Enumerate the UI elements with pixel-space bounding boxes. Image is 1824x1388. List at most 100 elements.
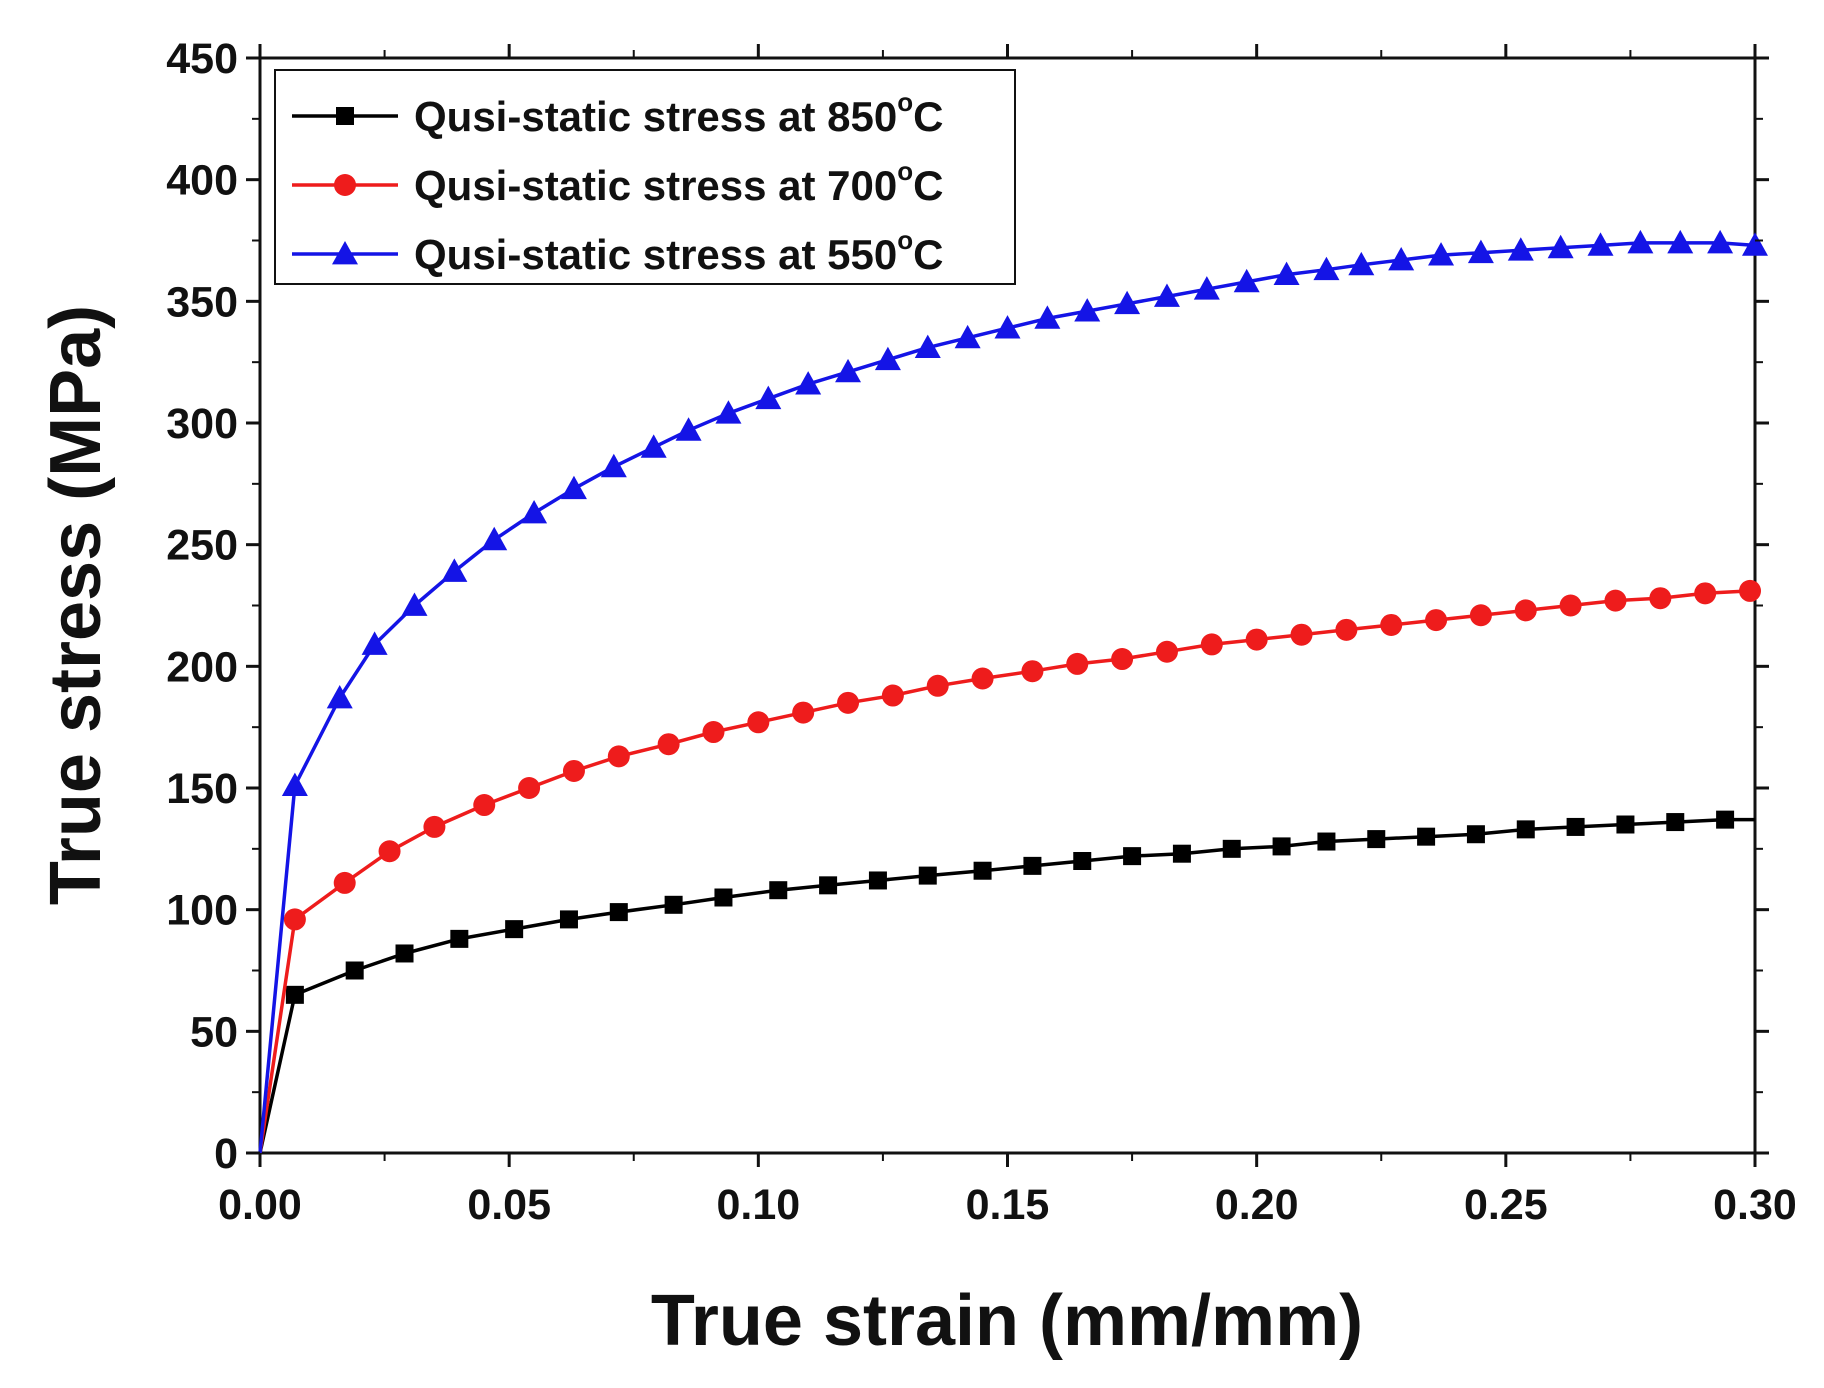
x-tick-label: 0.25: [1464, 1181, 1548, 1229]
data-point: [423, 815, 446, 838]
data-point: [441, 558, 468, 582]
data-point: [1466, 825, 1485, 844]
legend-unit: C: [913, 162, 943, 209]
data-point: [285, 985, 304, 1004]
data-point: [1111, 648, 1134, 671]
series-line: [258, 241, 1756, 1154]
data-point: [1707, 229, 1734, 254]
data-point: [769, 881, 788, 900]
data-point: [481, 526, 508, 551]
data-point: [333, 871, 356, 894]
legend-label: Qusi-static stress at 700oC: [414, 156, 943, 209]
data-point: [1273, 261, 1300, 285]
data-point: [1021, 660, 1044, 683]
data-point: [326, 684, 353, 709]
data-point: [1616, 815, 1635, 834]
legend-entry: Qusi-static stress at 700oC: [292, 156, 943, 209]
data-point: [559, 910, 578, 929]
data-point: [518, 777, 541, 799]
data-point: [1587, 232, 1614, 256]
data-point: [1559, 594, 1582, 617]
data-point: [1335, 618, 1358, 641]
x-axis-title: True strain (mm/mm): [651, 1281, 1363, 1361]
data-point: [675, 417, 702, 441]
data-point: [1367, 830, 1386, 849]
data-point: [1172, 844, 1191, 863]
data-point: [819, 876, 838, 895]
data-point: [1547, 234, 1574, 259]
data-point: [755, 385, 782, 410]
y-tick-label: 50: [190, 1008, 238, 1056]
legend-box: [274, 69, 1016, 285]
data-point: [837, 691, 860, 714]
legend-marker: [336, 107, 354, 125]
data-point: [1666, 813, 1685, 832]
data-point: [1123, 847, 1142, 866]
data-point: [881, 684, 904, 707]
data-point: [1716, 810, 1735, 829]
data-point: [1153, 283, 1180, 307]
data-point: [1516, 820, 1535, 839]
data-point: [1649, 587, 1672, 610]
x-tick-label: 0.00: [218, 1181, 302, 1229]
data-point: [1417, 827, 1436, 846]
data-point: [1739, 579, 1762, 602]
legend-label-text: Qusi-static stress at 850: [414, 93, 897, 140]
y-tick-label: 300: [166, 400, 238, 448]
x-tick-label: 0.30: [1713, 1181, 1797, 1229]
data-point: [607, 745, 630, 768]
data-point: [281, 772, 308, 796]
legend-unit: C: [913, 231, 943, 278]
data-point: [450, 929, 469, 948]
data-point: [521, 500, 548, 524]
x-tick-label: 0.05: [467, 1181, 551, 1229]
data-point: [1073, 852, 1092, 870]
x-tick-label: 0.10: [716, 1181, 800, 1229]
data-point: [973, 861, 992, 880]
series-line: [258, 817, 1755, 1154]
data-point: [868, 871, 887, 890]
data-point: [1469, 604, 1492, 627]
legend-degree-sign: o: [897, 156, 913, 186]
data-point: [1742, 232, 1768, 256]
series-triangle: [258, 229, 1768, 1154]
data-point: [1066, 652, 1089, 675]
legend-unit: C: [913, 93, 943, 140]
legend-label: Qusi-static stress at 550oC: [414, 225, 943, 278]
data-point: [1428, 242, 1455, 266]
data-point: [657, 733, 680, 756]
data-point: [874, 346, 901, 371]
data-point: [1200, 633, 1223, 656]
y-tick-label: 250: [166, 522, 238, 570]
data-point: [395, 944, 414, 963]
y-tick-label: 150: [166, 765, 238, 813]
legend-marker: [332, 241, 358, 265]
data-point: [926, 674, 949, 697]
axes-layer: 0.00 0.05 0.10 0.15 0.20 0.25 0.30 0 50 100 150 200…: [166, 35, 1797, 1229]
series-circle: [258, 579, 1762, 1154]
y-tick-label: 350: [166, 278, 238, 326]
data-point: [792, 701, 815, 724]
data-point: [747, 711, 770, 734]
data-point: [609, 903, 628, 922]
legend-degree-sign: o: [897, 225, 913, 255]
data-point: [1034, 305, 1061, 329]
data-point: [505, 920, 524, 939]
data-point: [1245, 628, 1268, 651]
data-point: [1074, 298, 1101, 322]
data-point: [1667, 229, 1694, 254]
data-point: [401, 592, 428, 616]
data-point: [1290, 623, 1313, 646]
data-point: [1507, 237, 1534, 261]
legend-label: Qusi-static stress at 850oC: [414, 87, 943, 140]
data-point: [1604, 589, 1627, 612]
data-point: [600, 453, 627, 478]
y-axis-title: True stress (MPa): [36, 305, 116, 905]
data-point: [361, 631, 388, 655]
data-point: [560, 475, 587, 500]
legend-marker: [334, 174, 356, 196]
legend-label-text: Qusi-static stress at 550: [414, 231, 897, 278]
